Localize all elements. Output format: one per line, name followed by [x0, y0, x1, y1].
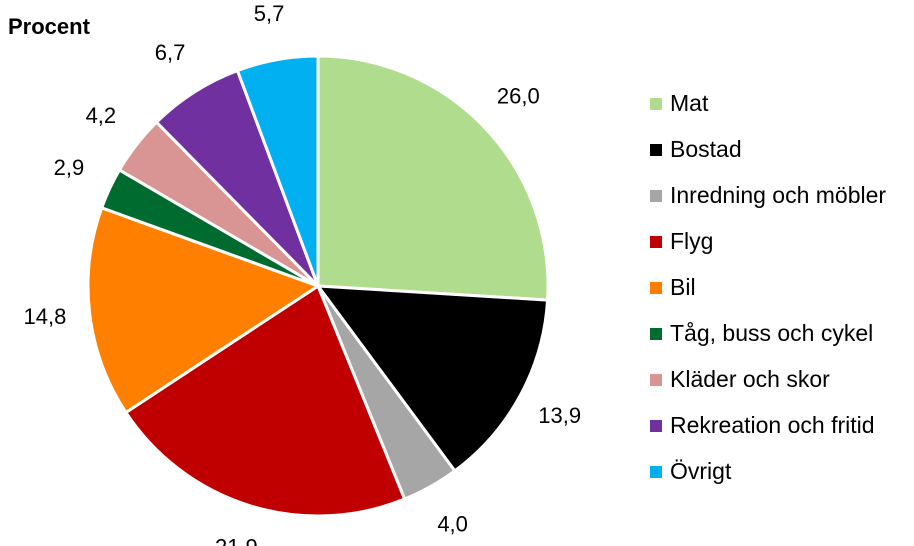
- data-label: 4,0: [437, 512, 468, 537]
- pie-slice: [316, 54, 550, 302]
- legend-label: Mat: [670, 90, 709, 116]
- legend-label: Bil: [670, 274, 696, 300]
- pie-slice: [235, 54, 320, 287]
- legend-swatch: [650, 420, 662, 432]
- legend-label: Inredning och möbler: [670, 182, 886, 208]
- chart-title: Procent: [8, 14, 91, 39]
- pie-slice: [123, 283, 407, 518]
- legend-swatch: [650, 190, 662, 202]
- legend-swatch: [650, 144, 662, 156]
- legend-swatch: [650, 98, 662, 110]
- pie-slice: [86, 205, 322, 415]
- data-label: 2,9: [54, 155, 85, 180]
- legend-swatch: [650, 282, 662, 294]
- data-label: 26,0: [497, 83, 540, 108]
- data-label: 13,9: [538, 403, 581, 428]
- data-label: 4,2: [86, 103, 117, 128]
- legend-label: Tåg, buss och cykel: [670, 320, 873, 346]
- data-label: 14,8: [23, 304, 66, 329]
- legend-label: Bostad: [670, 136, 742, 162]
- legend-swatch: [650, 466, 662, 478]
- legend-swatch: [650, 374, 662, 386]
- data-label: 6,7: [155, 40, 186, 65]
- data-label: 21,9: [215, 534, 258, 546]
- data-label: 5,7: [254, 1, 285, 26]
- legend-label: Övrigt: [670, 458, 732, 484]
- legend-swatch: [650, 328, 662, 340]
- pie-slice: [314, 284, 550, 473]
- legend-label: Flyg: [670, 228, 713, 254]
- legend-swatch: [650, 236, 662, 248]
- legend-label: Rekreation och fritid: [670, 412, 875, 438]
- legend-label: Kläder och skor: [670, 366, 830, 392]
